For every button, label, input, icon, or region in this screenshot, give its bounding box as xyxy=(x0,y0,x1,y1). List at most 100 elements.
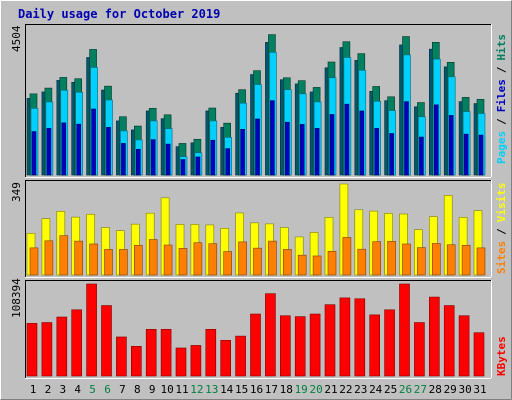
kbytes-bar xyxy=(309,313,321,377)
pages-bar xyxy=(314,128,320,176)
sites-bar xyxy=(29,247,39,276)
pages-bar xyxy=(121,143,126,176)
pages-bar xyxy=(46,128,52,176)
kbytes-bar xyxy=(71,309,82,377)
day-label: 8 xyxy=(134,383,141,396)
sites-bar xyxy=(431,243,441,276)
pages-bar xyxy=(329,114,335,176)
visits-ymax-label: 349 xyxy=(10,182,23,202)
day-label: 10 xyxy=(160,383,173,396)
day-label: 3 xyxy=(59,383,66,396)
sites-bar xyxy=(402,243,411,276)
legend-files: Files xyxy=(495,79,508,112)
sites-bar xyxy=(417,247,426,276)
day-label: 6 xyxy=(104,383,111,396)
pages-bar xyxy=(344,103,350,176)
sites-bar xyxy=(89,243,98,276)
legend-kbytes: KBytes xyxy=(495,336,508,376)
legend-visits: Visits xyxy=(495,183,508,223)
sites-bar xyxy=(163,244,173,276)
day-label: 26 xyxy=(399,383,412,396)
day-label: 21 xyxy=(324,383,337,396)
pages-bar xyxy=(240,128,245,176)
day-label: 25 xyxy=(384,383,397,396)
sites-bar xyxy=(238,241,247,276)
kbytes-bar xyxy=(190,345,202,377)
pages-bar xyxy=(433,104,439,176)
sites-bar xyxy=(134,244,143,276)
kbytes-bar xyxy=(175,347,187,377)
pages-bar xyxy=(389,133,394,176)
legend-sep-2: / xyxy=(495,66,508,73)
kbytes-bar xyxy=(26,323,38,377)
day-label: 20 xyxy=(309,383,322,396)
kbytes-bar xyxy=(324,304,336,377)
day-label: 5 xyxy=(89,383,96,396)
pages-bar xyxy=(270,100,275,176)
sites-bar xyxy=(44,240,54,276)
sites-bar xyxy=(297,254,307,276)
sites-bar xyxy=(327,250,337,276)
day-label: 18 xyxy=(280,383,293,396)
sites-bar xyxy=(357,248,367,276)
kbytes-bar xyxy=(354,298,366,377)
sites-bar xyxy=(446,244,456,276)
day-label: 16 xyxy=(250,383,263,396)
pages-bar xyxy=(106,127,111,176)
kbytes-bar xyxy=(235,335,246,377)
pages-bar xyxy=(448,115,454,176)
sites-bar xyxy=(268,240,277,276)
kbytes-bar xyxy=(116,336,127,377)
kbytes-bar xyxy=(473,332,485,377)
kbytes-bar xyxy=(279,315,291,377)
sites-bar xyxy=(372,241,382,276)
day-label: 4 xyxy=(74,383,81,396)
sites-bar xyxy=(476,247,486,276)
pages-bar xyxy=(210,139,216,176)
pages-bar xyxy=(404,101,409,176)
day-label: 31 xyxy=(473,383,486,396)
legend-hits: Hits xyxy=(495,34,508,61)
sites-bar xyxy=(119,249,128,276)
day-label: 9 xyxy=(149,383,156,396)
kbytes-bar xyxy=(41,322,53,377)
kbytes-bar xyxy=(160,329,172,377)
kbytes-bar xyxy=(458,315,470,377)
chart-title: Daily usage for October 2019 xyxy=(18,7,220,21)
sites-bar xyxy=(178,248,188,276)
sites-bar xyxy=(461,244,471,276)
sites-bar xyxy=(342,237,352,276)
day-label: 24 xyxy=(369,383,383,396)
pages-bar xyxy=(284,121,290,176)
sites-bar xyxy=(253,247,262,276)
pages-bar xyxy=(359,110,365,176)
kbytes-bar xyxy=(384,309,395,377)
legend-sep-3: / xyxy=(495,228,508,235)
sites-bar xyxy=(208,243,218,276)
day-label: 14 xyxy=(220,383,234,396)
day-label: 19 xyxy=(295,383,308,396)
kbytes-bar xyxy=(250,313,261,377)
day-label: 29 xyxy=(444,383,457,396)
day-label: 11 xyxy=(175,383,188,396)
kbytes-bar xyxy=(101,305,112,377)
kbytes-bar xyxy=(339,297,351,377)
sites-bar xyxy=(148,239,158,276)
legend-hits-panel: Pages / Files / Hits xyxy=(495,34,508,164)
kbytes-ymax-label: 108394 xyxy=(10,278,23,318)
legend-visits-panel: Sites / Visits xyxy=(495,183,508,275)
legend-pages: Pages xyxy=(495,131,508,164)
pages-bar xyxy=(419,136,424,176)
sites-bar xyxy=(387,241,396,276)
pages-bar xyxy=(61,122,67,176)
day-label: 30 xyxy=(458,383,471,396)
day-label: 17 xyxy=(265,383,278,396)
kbytes-bar xyxy=(56,316,68,377)
day-label: 13 xyxy=(205,383,218,396)
kbytes-bar xyxy=(145,329,157,377)
day-label: 12 xyxy=(190,383,203,396)
kbytes-bar xyxy=(131,345,142,377)
hits-bars xyxy=(26,34,486,176)
kbytes-bar xyxy=(414,322,425,377)
